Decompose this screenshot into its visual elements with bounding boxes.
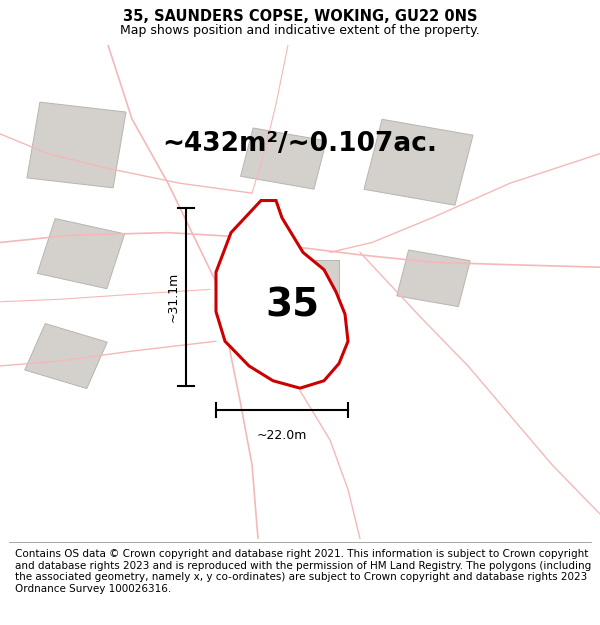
Bar — [25, 324, 107, 389]
Text: 35, SAUNDERS COPSE, WOKING, GU22 0NS: 35, SAUNDERS COPSE, WOKING, GU22 0NS — [123, 9, 477, 24]
Bar — [241, 128, 326, 189]
Bar — [364, 119, 473, 205]
Text: Contains OS data © Crown copyright and database right 2021. This information is : Contains OS data © Crown copyright and d… — [15, 549, 591, 594]
Bar — [27, 102, 126, 188]
Bar — [397, 250, 470, 307]
Bar — [258, 260, 339, 341]
Text: ~22.0m: ~22.0m — [257, 429, 307, 442]
Text: Map shows position and indicative extent of the property.: Map shows position and indicative extent… — [120, 24, 480, 37]
Polygon shape — [216, 201, 348, 388]
Bar — [258, 260, 339, 341]
Text: ~432m²/~0.107ac.: ~432m²/~0.107ac. — [163, 131, 437, 157]
Text: 35: 35 — [265, 287, 319, 325]
Text: ~31.1m: ~31.1m — [166, 272, 179, 322]
Bar — [37, 219, 125, 289]
